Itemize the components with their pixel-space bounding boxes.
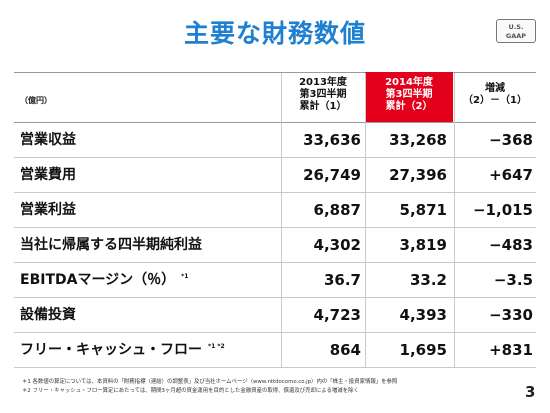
value-2013: 864 [329,341,361,359]
footnote-2: ＊2 フリー・キャッシュ・フロー算定にあたっては、期間3ヶ月超の資金運用を目的と… [22,388,359,394]
column-header-2013: 2013年度 第3四半期 累計（1） [281,74,365,122]
row-label: EBITDAマージン（％） *1 [20,263,188,298]
page-title: 主要な財務数値 [183,19,366,48]
value-2014: 5,871 [399,201,447,219]
value-2013: 6,887 [313,201,361,219]
row-divider [14,332,536,333]
value-2014: 27,396 [389,166,447,184]
row-label: 設備投資 [20,298,82,333]
value-change: −1,015 [472,201,533,219]
row-label: 営業費用 [20,158,82,193]
column-header-2014-line2: 第3四半期 [385,89,433,100]
value-2014: 33.2 [409,271,447,289]
row-label: 営業収益 [20,123,82,158]
table-top-rule [14,72,536,73]
row-divider [14,192,536,193]
value-2013: 33,636 [303,131,361,149]
header-bottom-rule [14,122,536,123]
value-2013: 26,749 [303,166,361,184]
column-header-2014: 2014年度 第3四半期 累計（2） [365,72,453,122]
value-change: −330 [489,306,533,324]
column-header-2013-line3: 累計（1） [299,101,347,112]
table-row: EBITDAマージン（％） *1 36.7 33.2 −3.5 [14,263,536,298]
row-footnote-marker: *1 *2 [208,343,225,350]
row-divider [14,367,536,368]
unit-label: （億円） [20,96,52,105]
footnote-1: ＊1 各数値の算定については、本資料の「財務指標（連結）の調整表」及び当社ホーム… [22,379,398,385]
value-2013: 4,302 [313,236,361,254]
column-divider [454,73,455,367]
row-label-text: 設備投資 [20,307,76,323]
row-footnote-marker: *1 [181,273,189,280]
row-label-text: 営業収益 [20,132,76,148]
table-row: 営業費用 26,749 27,396 +647 [14,158,536,193]
row-label-text: 営業利益 [20,202,76,218]
column-divider [281,73,282,367]
value-change: +831 [489,341,533,359]
value-change: −483 [489,236,533,254]
value-2014: 1,695 [399,341,447,359]
footnotes: ＊1 各数値の算定については、本資料の「財務指標（連結）の調整表」及び当社ホーム… [22,378,512,396]
value-2014: 3,819 [399,236,447,254]
table-row: 営業利益 6,887 5,871 −1,015 [14,193,536,228]
column-divider [365,73,366,367]
row-label: 当社に帰属する四半期純利益 [20,228,208,263]
value-2013: 36.7 [323,271,361,289]
column-header-change-line2: （2）－（1） [463,95,527,106]
row-divider [14,227,536,228]
value-2014: 4,393 [399,306,447,324]
value-2014: 33,268 [389,131,447,149]
table-row: 設備投資 4,723 4,393 −330 [14,298,536,333]
row-label-text: EBITDAマージン（％） [20,272,176,288]
column-header-2014-line1: 2014年度 [385,77,433,88]
value-change: −368 [489,131,533,149]
row-divider [14,262,536,263]
row-label: 営業利益 [20,193,82,228]
value-2013: 4,723 [313,306,361,324]
table-row: 当社に帰属する四半期純利益 4,302 3,819 −483 [14,228,536,263]
row-label: フリー・キャッシュ・フロー *1 *2 [20,333,225,368]
row-label-text: 当社に帰属する四半期純利益 [20,237,202,253]
us-gaap-badge: U.S. GAAP [496,19,536,43]
row-divider [14,157,536,158]
column-header-2013-line1: 2013年度 [299,77,347,88]
column-header-change-line1: 増減 [485,83,505,94]
badge-line-2: GAAP [505,32,527,40]
value-change: +647 [489,166,533,184]
row-divider [14,297,536,298]
column-header-2013-line2: 第3四半期 [299,89,347,100]
row-label-text: フリー・キャッシュ・フロー [20,342,202,358]
value-change: −3.5 [493,271,533,289]
column-header-2014-line3: 累計（2） [385,101,433,112]
badge-line-1: U.S. [508,23,524,31]
column-header-change: 増減 （2）－（1） [455,74,535,122]
row-label-text: 営業費用 [20,167,76,183]
table-row: 営業収益 33,636 33,268 −368 [14,123,536,158]
table-row: フリー・キャッシュ・フロー *1 *2 864 1,695 +831 [14,333,536,368]
page-number: 3 [525,383,536,401]
